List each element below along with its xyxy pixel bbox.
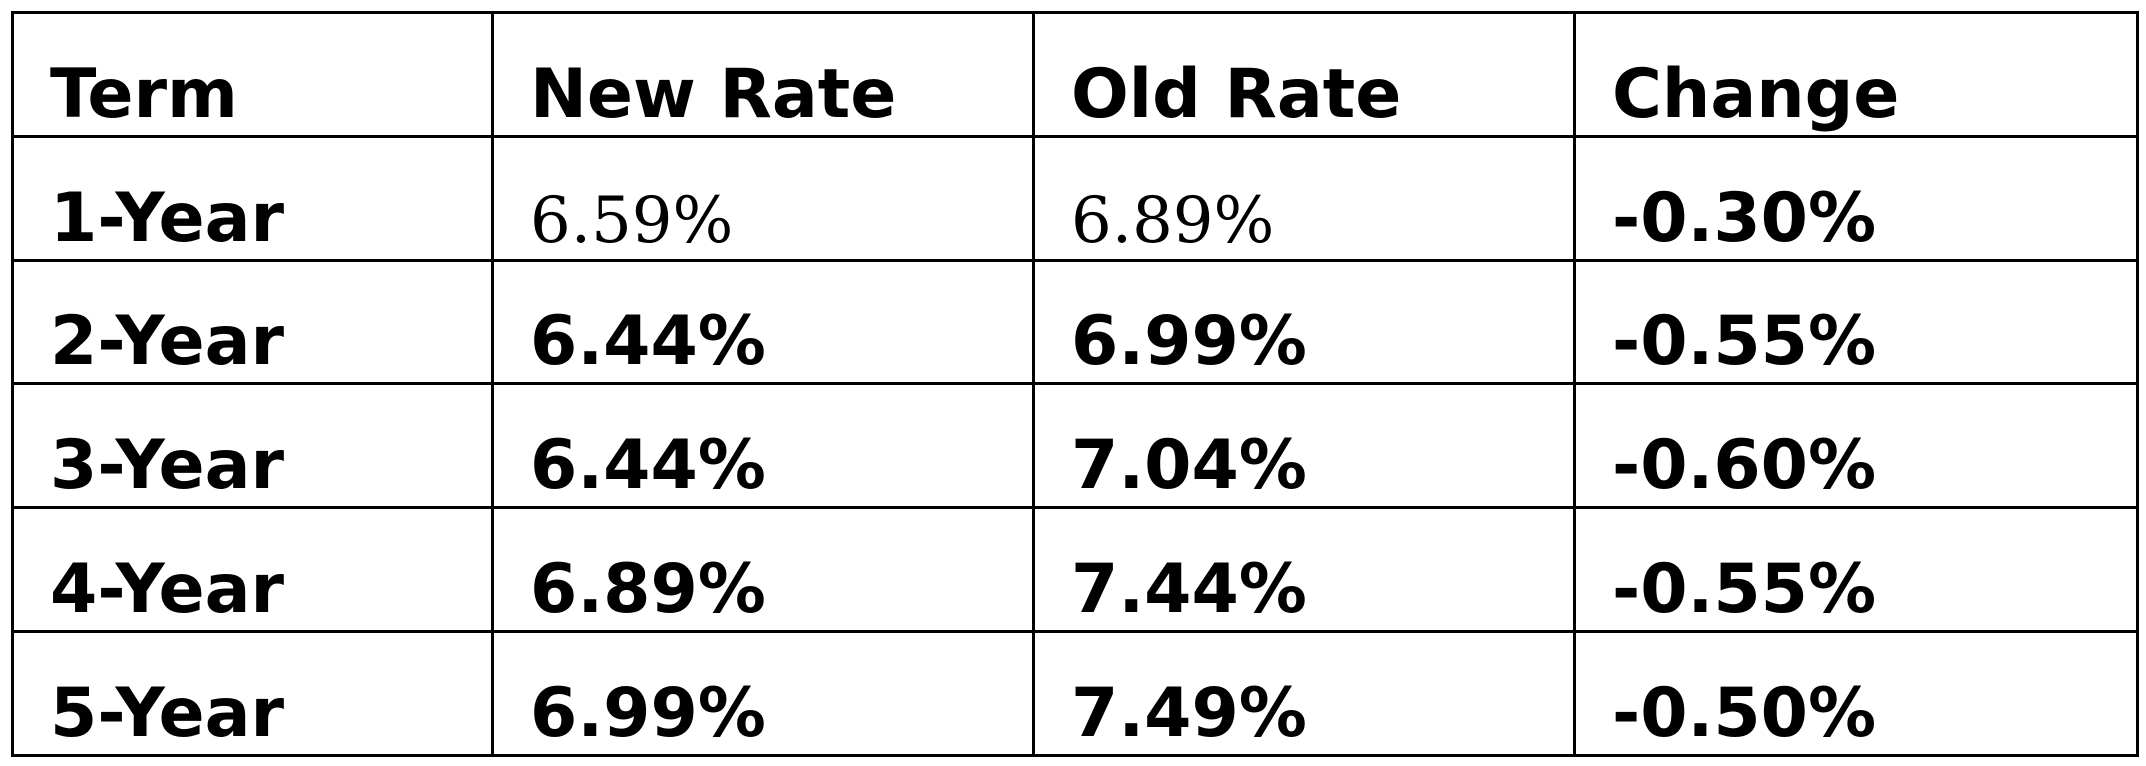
header-cell: New Rate bbox=[491, 11, 1035, 138]
change-cell: -0.55% bbox=[1573, 506, 2139, 634]
change-cell: -0.60% bbox=[1573, 382, 2139, 510]
new-rate-cell: 6.59% bbox=[491, 134, 1035, 262]
new-rate-cell: 6.89% bbox=[491, 506, 1035, 634]
term-cell: 1-Year bbox=[11, 134, 494, 262]
header-cell: Change bbox=[1573, 11, 2139, 138]
change-cell: -0.55% bbox=[1573, 258, 2139, 386]
table-row: 1-Year 6.59% 6.89% -0.30% bbox=[11, 134, 2139, 262]
header-cell: Term bbox=[11, 11, 494, 138]
change-cell: -0.30% bbox=[1573, 134, 2139, 262]
table-row: 5-Year 6.99% 7.49% -0.50% bbox=[11, 630, 2139, 757]
term-cell: 5-Year bbox=[11, 630, 494, 757]
table-row: 4-Year 6.89% 7.44% -0.55% bbox=[11, 506, 2139, 634]
term-cell: 3-Year bbox=[11, 382, 494, 510]
table-body: Term New Rate Old Rate Change 1-Year 6.5… bbox=[11, 11, 2139, 757]
term-cell: 2-Year bbox=[11, 258, 494, 386]
old-rate-cell: 6.89% bbox=[1032, 134, 1576, 262]
new-rate-cell: 6.44% bbox=[491, 258, 1035, 386]
term-cell: 4-Year bbox=[11, 506, 494, 634]
table-row: 2-Year 6.44% 6.99% -0.55% bbox=[11, 258, 2139, 386]
new-rate-cell: 6.44% bbox=[491, 382, 1035, 510]
rate-table: Term New Rate Old Rate Change 1-Year 6.5… bbox=[11, 11, 2139, 757]
header-cell: Old Rate bbox=[1032, 11, 1576, 138]
old-rate-cell: 7.04% bbox=[1032, 382, 1576, 510]
change-cell: -0.50% bbox=[1573, 630, 2139, 757]
old-rate-cell: 7.44% bbox=[1032, 506, 1576, 634]
new-rate-cell: 6.99% bbox=[491, 630, 1035, 757]
old-rate-cell: 6.99% bbox=[1032, 258, 1576, 386]
old-rate-cell: 7.49% bbox=[1032, 630, 1576, 757]
header-row: Term New Rate Old Rate Change bbox=[11, 11, 2139, 138]
table-row: 3-Year 6.44% 7.04% -0.60% bbox=[11, 382, 2139, 510]
